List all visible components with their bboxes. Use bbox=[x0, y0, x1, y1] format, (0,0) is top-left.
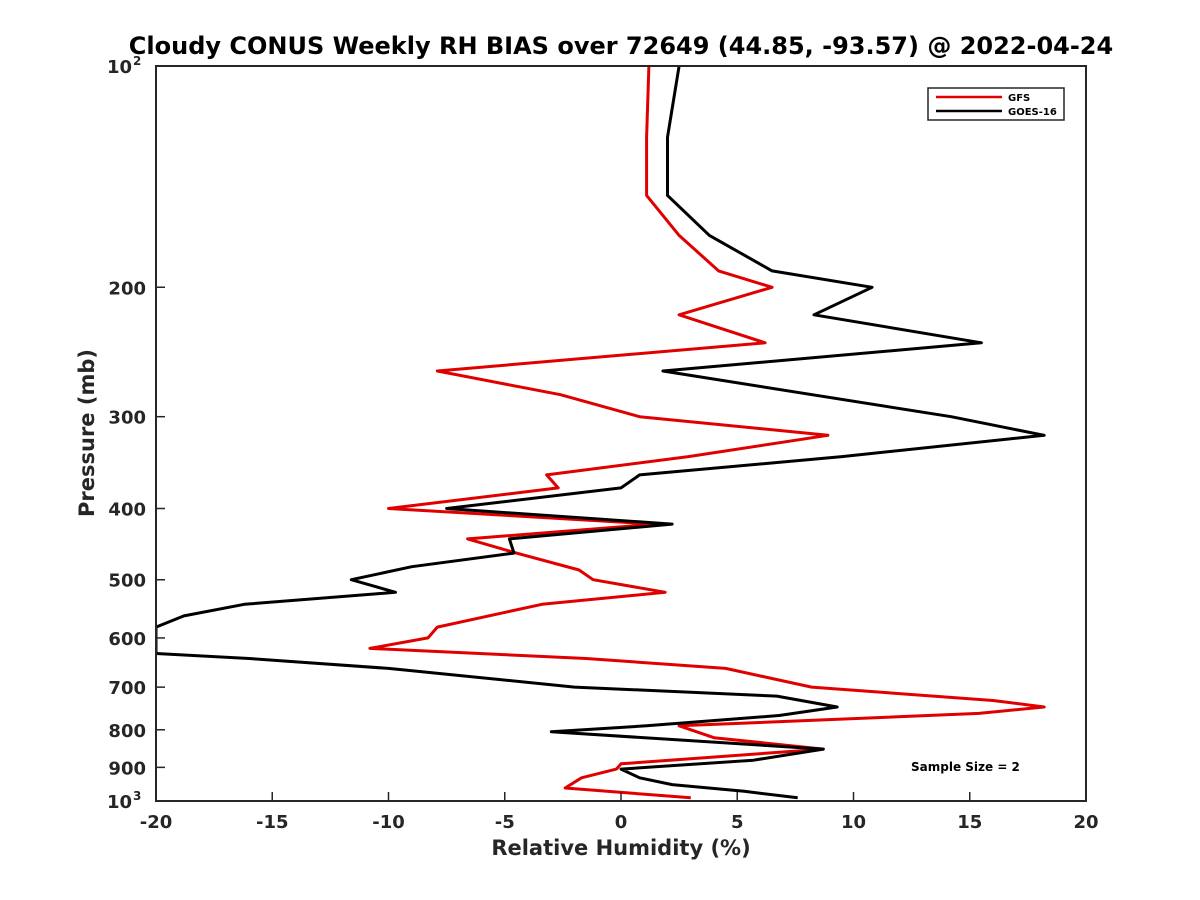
y-tick-exponent: 2 bbox=[133, 54, 141, 68]
y-tick-exponent: 3 bbox=[133, 789, 141, 803]
x-tick-label: -10 bbox=[372, 812, 405, 833]
x-tick-label: 20 bbox=[1073, 812, 1098, 833]
y-tick-label: 10 bbox=[107, 57, 132, 78]
series-line-goes16 bbox=[156, 66, 1046, 800]
x-tick-label: 10 bbox=[841, 812, 866, 833]
y-tick-label: 800 bbox=[108, 721, 146, 742]
y-tick-label: 200 bbox=[108, 278, 146, 299]
y-tick-label: 10 bbox=[107, 792, 132, 813]
x-tick-label: 0 bbox=[615, 812, 628, 833]
x-tick-label: -20 bbox=[140, 812, 173, 833]
x-axis-label: Relative Humidity (%) bbox=[491, 836, 750, 860]
y-tick-label: 600 bbox=[108, 629, 146, 650]
y-tick-label: 400 bbox=[108, 500, 146, 521]
y-axis-label: Pressure (mb) bbox=[75, 349, 99, 517]
y-tick-label: 900 bbox=[108, 758, 146, 779]
y-tick-label: 500 bbox=[108, 571, 146, 592]
series-line-gfs bbox=[368, 66, 1046, 800]
x-tick-label: 5 bbox=[731, 812, 744, 833]
x-tick-label: -5 bbox=[495, 812, 515, 833]
x-axis: -20 -15 -10 -5 0 5 10 15 20 bbox=[140, 792, 1099, 833]
y-tick-label: 700 bbox=[108, 678, 146, 699]
legend-label-gfs: GFS bbox=[1008, 93, 1030, 104]
x-tick-label: -15 bbox=[256, 812, 289, 833]
legend: GFS GOES-16 bbox=[927, 87, 1065, 121]
legend-label-goes16: GOES-16 bbox=[1008, 107, 1057, 118]
series-layer bbox=[156, 66, 1046, 800]
y-tick-label: 300 bbox=[108, 408, 146, 429]
legend-box bbox=[927, 87, 1065, 121]
chart-title: Cloudy CONUS Weekly RH BIAS over 72649 (… bbox=[129, 32, 1113, 60]
sample-size-annotation: Sample Size = 2 bbox=[911, 760, 1020, 774]
x-tick-label: 15 bbox=[957, 812, 982, 833]
